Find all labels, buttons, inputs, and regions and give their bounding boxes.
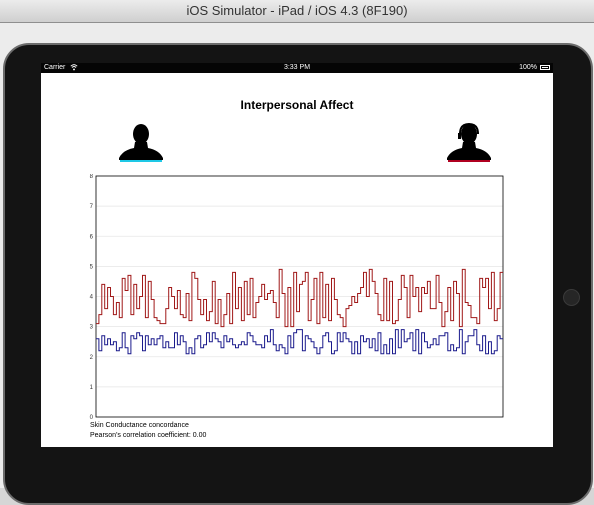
correlation-caption: Pearson's correlation coefficient: 0.00 [90, 432, 207, 439]
ipad-screen: Carrier 3:33 PM 100% Interpersonal Affec… [41, 63, 553, 447]
home-button[interactable] [563, 289, 580, 306]
y-tick-label: 4 [90, 295, 94, 301]
y-tick-label: 2 [90, 355, 94, 361]
person-headset-silhouette-icon [447, 122, 491, 162]
y-tick-label: 5 [90, 264, 94, 270]
y-tick-label: 8 [90, 174, 94, 180]
y-tick-label: 3 [90, 325, 94, 331]
status-time: 3:33 PM [283, 64, 311, 71]
carrier-label: Carrier [44, 64, 66, 71]
battery-icon [540, 65, 550, 70]
window-title: iOS Simulator - iPad / iOS 4.3 (8F190) [0, 0, 594, 23]
y-tick-label: 6 [90, 234, 94, 240]
plot-border [95, 175, 504, 418]
concordance-chart: 0 1 2 3 4 5 6 7 8 [90, 174, 504, 421]
wifi-icon [70, 64, 78, 71]
status-bar: Carrier 3:33 PM 100% [41, 63, 553, 73]
chart-caption: Skin Conductance concordance [90, 422, 189, 429]
battery-percent: 100% [519, 64, 537, 71]
page-title: Interpersonal Affect [240, 98, 354, 112]
series-line-blue [96, 329, 503, 355]
series-line-red [96, 268, 503, 328]
y-tick-label: 1 [90, 385, 94, 391]
y-tick-label: 0 [90, 415, 94, 421]
person-silhouette-icon [119, 124, 163, 162]
y-tick-label: 7 [90, 204, 94, 210]
